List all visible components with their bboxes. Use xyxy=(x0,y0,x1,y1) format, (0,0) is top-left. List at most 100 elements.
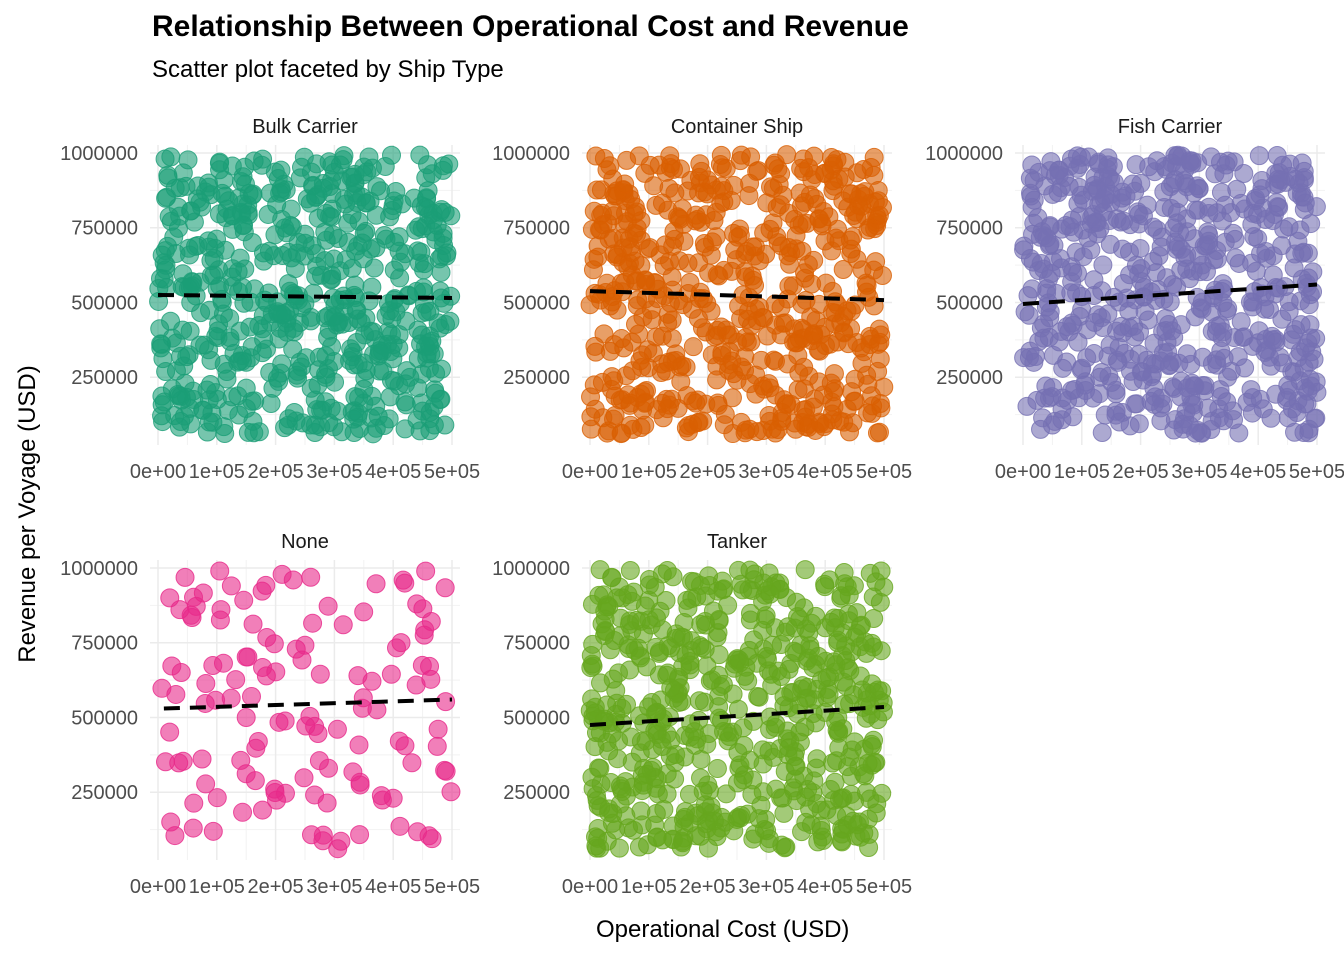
data-point xyxy=(1079,147,1099,167)
data-point xyxy=(435,760,455,780)
y-tick-label: 500000 xyxy=(936,292,1003,314)
chart-title: Relationship Between Operational Cost an… xyxy=(152,10,909,43)
data-point xyxy=(762,675,782,695)
data-point xyxy=(597,695,617,715)
data-point xyxy=(1036,376,1056,396)
data-point xyxy=(295,294,315,314)
data-point xyxy=(670,357,690,377)
data-point xyxy=(826,655,846,675)
data-point xyxy=(416,561,436,581)
data-point xyxy=(719,727,739,747)
data-point xyxy=(1129,214,1149,234)
data-point xyxy=(1108,352,1128,372)
data-point xyxy=(1295,378,1315,398)
data-point xyxy=(254,251,274,271)
data-point xyxy=(607,588,627,608)
data-point xyxy=(809,412,829,432)
data-point xyxy=(847,332,867,352)
data-point xyxy=(1153,343,1173,363)
data-point xyxy=(671,627,691,647)
data-point xyxy=(684,572,704,592)
data-point xyxy=(622,243,642,263)
data-point xyxy=(1106,405,1126,425)
data-point xyxy=(693,411,713,431)
data-point xyxy=(1297,277,1317,297)
data-point xyxy=(173,320,193,340)
data-point xyxy=(242,185,262,205)
data-point xyxy=(272,209,292,229)
data-point xyxy=(175,567,195,587)
data-point xyxy=(152,678,172,698)
data-point xyxy=(807,794,827,814)
data-point xyxy=(161,812,181,832)
data-point xyxy=(658,200,678,220)
data-point xyxy=(391,252,411,272)
data-point xyxy=(307,400,327,420)
data-point xyxy=(777,145,797,165)
data-point xyxy=(1190,298,1210,318)
data-point xyxy=(1224,152,1244,172)
data-point xyxy=(649,155,669,175)
x-tick-label: 5e+05 xyxy=(424,461,480,483)
data-point xyxy=(288,361,308,381)
data-point xyxy=(344,355,364,375)
data-point xyxy=(660,395,680,415)
data-point xyxy=(867,423,887,443)
y-tick-label: 750000 xyxy=(71,633,138,655)
data-point xyxy=(840,230,860,250)
x-tick-label: 5e+05 xyxy=(1289,461,1344,483)
data-point xyxy=(740,603,760,623)
data-point xyxy=(185,236,205,256)
x-tick-label: 3e+05 xyxy=(1171,461,1227,483)
data-point xyxy=(597,831,617,851)
data-point xyxy=(771,788,791,808)
x-tick-label: 5e+05 xyxy=(424,876,480,898)
data-point xyxy=(584,249,604,269)
data-point xyxy=(241,348,261,368)
data-point xyxy=(760,719,780,739)
data-point xyxy=(864,147,884,167)
x-tick-label: 2e+05 xyxy=(680,461,736,483)
data-point xyxy=(375,156,395,176)
data-point xyxy=(785,209,805,229)
data-point xyxy=(313,825,333,845)
data-point xyxy=(309,751,329,771)
y-tick-label: 500000 xyxy=(503,707,570,729)
data-point xyxy=(420,402,440,422)
data-point xyxy=(1183,261,1203,281)
data-point xyxy=(322,155,342,175)
data-point xyxy=(1241,380,1261,400)
data-point xyxy=(745,276,765,296)
data-point xyxy=(837,577,857,597)
data-point xyxy=(620,561,640,581)
data-point xyxy=(1090,384,1110,404)
data-point xyxy=(411,242,431,262)
x-tick-label: 1e+05 xyxy=(189,876,245,898)
data-point xyxy=(245,279,265,299)
trend-line xyxy=(157,293,453,300)
data-point xyxy=(420,656,440,676)
data-point xyxy=(1037,283,1057,303)
data-point xyxy=(590,560,610,580)
data-point xyxy=(286,639,306,659)
y-tick-label: 500000 xyxy=(71,292,138,314)
data-point xyxy=(199,390,219,410)
data-point xyxy=(777,588,797,608)
data-point xyxy=(864,260,884,280)
y-tick-label: 750000 xyxy=(71,218,138,240)
data-point xyxy=(361,239,381,259)
data-point xyxy=(745,824,765,844)
data-point xyxy=(789,363,809,383)
data-point xyxy=(170,600,190,620)
data-point xyxy=(1164,378,1184,398)
data-point xyxy=(823,753,843,773)
data-point xyxy=(1149,246,1169,266)
data-point xyxy=(787,791,807,811)
data-point xyxy=(390,816,410,836)
data-point xyxy=(854,764,874,784)
data-point xyxy=(695,795,715,815)
data-point xyxy=(680,651,700,671)
facet-panel-fish-carrier: Fish Carrier 250000 500000 750000 1000000 0e+… xyxy=(925,116,1344,483)
data-point xyxy=(803,325,823,345)
